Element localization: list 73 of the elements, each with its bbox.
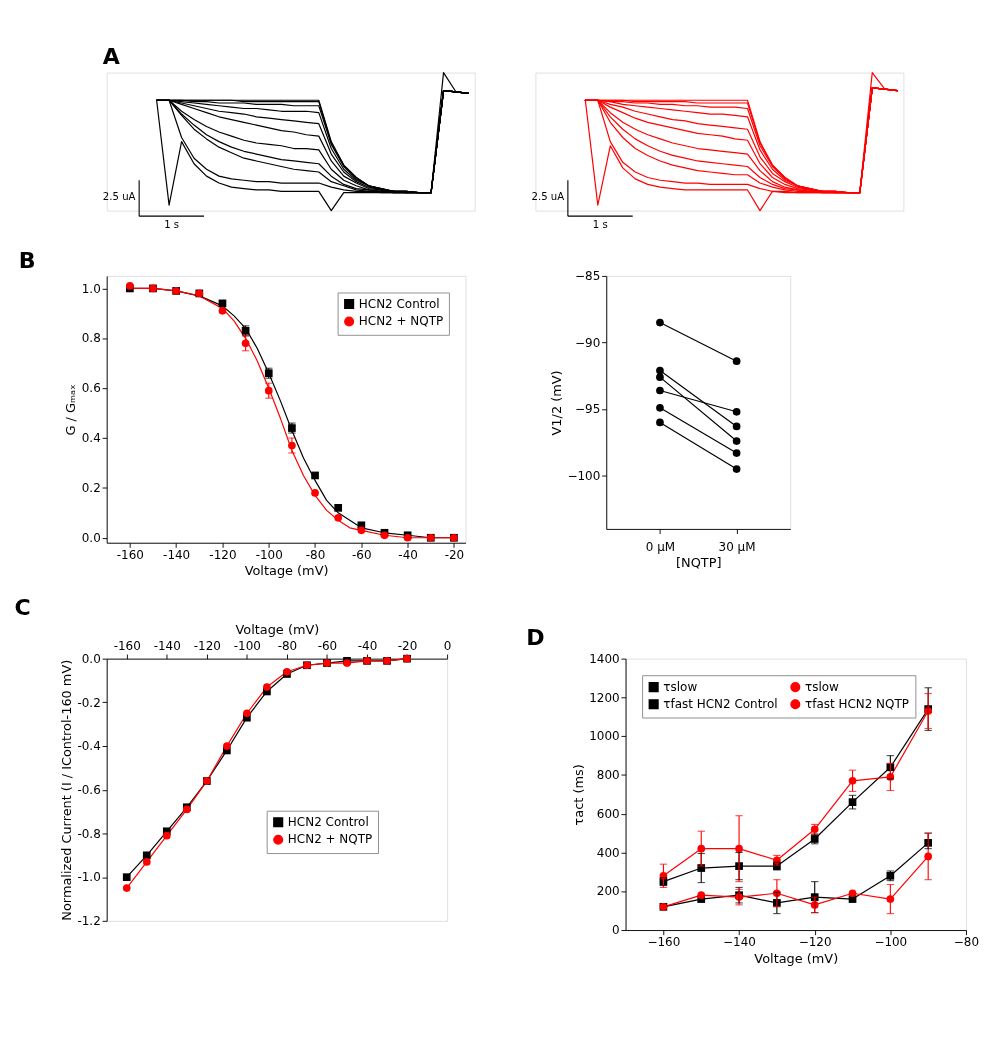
chart-title: D [526,624,545,650]
legend-label: τslow [663,679,698,694]
x-tick-label: −80 [953,935,980,950]
chart-title: B [18,247,36,273]
x-tick-label: -100 [255,547,283,562]
x-tick-label: -80 [305,547,326,562]
x-tick-label: -160 [116,547,144,562]
legend-label: τslow [805,679,840,694]
legend-label: HCN2 + NQTP [287,832,373,847]
y-tick-label: 0.8 [81,331,101,346]
y-tick-label: 0.0 [81,651,101,666]
y-axis-title: V1/2 (mV) [549,370,565,436]
y-tick-label: 600 [596,806,620,821]
y-tick-label: -0.2 [77,695,101,710]
y-tick-label: 1400 [589,651,620,666]
y-tick-label: 0.4 [81,431,101,446]
y-tick-label: -0.4 [77,739,101,754]
y-tick-label: 0 [612,923,620,938]
x-tick-label: -120 [193,638,221,653]
x-tick-label: 0 [443,638,452,653]
legend-label: HCN2 Control [287,814,369,829]
y-tick-label: -0.8 [77,826,101,841]
y-tick-label: -0.6 [77,782,101,797]
x-tick-label: -140 [153,638,181,653]
y-tick-label: -1.2 [77,914,101,929]
x-tick-label: -100 [233,638,261,653]
x-tick-label: 30 μM [718,539,756,554]
y-tick-label: −85 [575,269,601,284]
y-tick-label: 800 [596,768,620,783]
x-tick-label: -40 [357,638,378,653]
legend-label: HCN2 + NQTP [358,314,444,329]
x-tick-label: -60 [352,547,372,562]
chart-title: C [14,595,31,621]
y-tick-label: −100 [567,468,601,483]
y-tick-label: 200 [596,884,620,899]
x-tick-label: -20 [444,547,465,562]
legend-label: τfast HCN2 Control [663,696,778,711]
x-tick-label: -60 [317,638,338,653]
y-tick-label: 0.0 [81,530,101,545]
text: 2.5 uA [102,190,136,202]
x-tick-label: -80 [277,638,298,653]
text: 1 s [592,219,608,231]
x-tick-label: -20 [397,638,418,653]
legend-label: τfast HCN2 NQTP [805,696,909,711]
x-tick-label: -160 [113,638,141,653]
y-tick-label: −90 [575,335,601,350]
x-tick-label: 0 μM [645,539,676,554]
x-axis-title: Voltage (mV) [244,563,329,579]
y-tick-label: 1.0 [81,281,101,296]
x-tick-label: −160 [647,935,681,950]
x-tick-label: −140 [723,935,756,950]
legend-label: HCN2 Control [358,296,440,311]
y-tick-label: 1200 [589,690,620,705]
y-tick-label: 400 [596,845,620,860]
x-axis-title: Voltage (mV) [235,622,320,638]
text: 1 s [164,219,180,231]
x-tick-label: -140 [163,547,191,562]
y-axis-title: Normalized Current (I / IControl-160 mV) [58,659,74,921]
x-tick-label: −100 [874,935,908,950]
x-axis-title: Voltage (mV) [754,950,839,966]
y-tick-label: −95 [575,402,601,417]
x-axis-title: [NQTP] [676,555,722,571]
y-tick-label: 0.6 [81,381,101,396]
x-tick-label: -40 [398,547,418,562]
x-tick-label: −120 [798,935,832,950]
y-tick-label: 0.2 [81,481,101,496]
x-tick-label: -120 [209,547,237,562]
chart-title: A [102,43,120,69]
y-tick-label: 1000 [589,729,620,744]
y-axis-title: G / Gₘₐₓ [63,383,79,436]
y-axis-title: τact (ms) [570,764,586,826]
y-tick-label: -1.0 [77,870,101,885]
text: 2.5 uA [531,190,565,202]
